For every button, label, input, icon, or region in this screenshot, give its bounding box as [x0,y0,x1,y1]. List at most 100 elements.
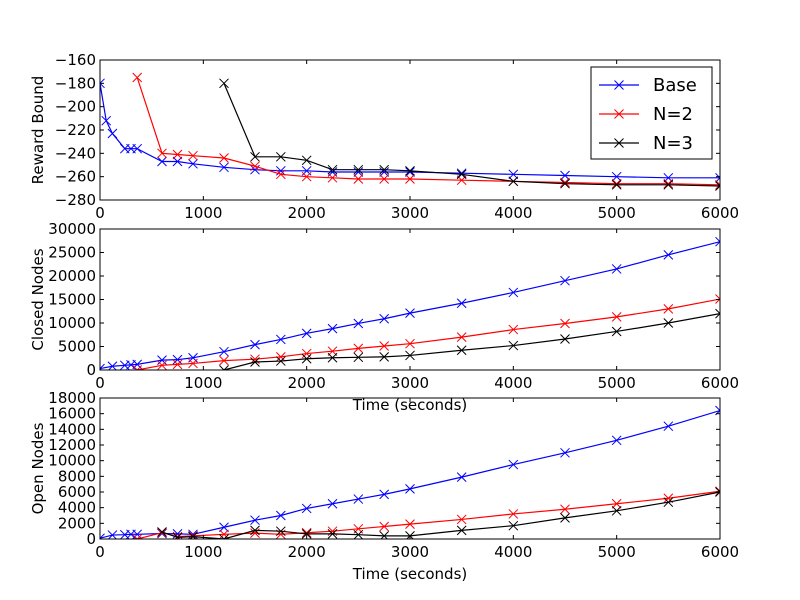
series-line [136,77,720,186]
data-point [301,328,312,339]
legend-label: Base [653,75,697,96]
data-point [663,304,674,314]
x-tick-label: 4000 [494,374,532,392]
y-tick-label: 10000 [48,452,96,470]
data-point [132,365,143,370]
data-point [327,323,338,334]
data-point [663,497,674,508]
data-point [405,308,415,318]
data-point [101,115,112,126]
data-point [157,360,167,370]
data-point [219,529,229,539]
y-tick-label: −180 [55,74,96,92]
x-tick-label: 5000 [598,374,636,392]
data-point [508,520,519,531]
data-point [456,298,467,309]
data-point [301,155,312,166]
data-point [172,149,183,160]
data-point [715,179,720,190]
legend-label: N=3 [653,133,693,154]
data-point [353,529,364,539]
y-tick-label: −200 [55,98,96,116]
data-point [560,170,570,181]
y-tick-label: 15000 [48,291,96,309]
data-point [508,340,519,351]
series-line [223,83,720,187]
data-point [663,178,674,189]
data-point [301,503,312,514]
data-point [456,332,467,342]
x-tick-label: 5000 [598,204,636,222]
data-point [107,128,118,139]
data-point [188,358,198,369]
y-tick-label: 5000 [58,338,96,356]
data-point [219,534,229,539]
x-tick-label: 1000 [184,543,222,561]
x-tick-label: 2000 [288,543,326,561]
data-point [188,158,198,169]
data-point [275,151,286,162]
data-point [560,447,570,458]
y-tick-label: 20000 [48,267,96,285]
legend-marker [614,80,624,90]
y-tick-label: 0 [86,361,96,379]
data-point [157,355,167,365]
x-tick-label: 6000 [701,374,739,392]
data-point [301,353,312,364]
x-tick-label: 0 [95,204,105,222]
data-point [456,168,467,179]
data-point [379,164,390,175]
y-tick-label: 2000 [58,514,96,532]
data-point [250,161,260,172]
data-point [275,351,286,362]
data-point [715,308,720,319]
data-point [379,521,390,532]
data-point [508,509,519,519]
series-reward-base [100,78,720,183]
data-point [508,324,519,335]
data-point [405,165,415,176]
data-point [379,351,390,362]
legend-box [590,66,713,160]
legend-marker [614,109,624,119]
data-point [353,318,364,329]
y-axis-label: Closed Nodes [29,248,47,350]
x-tick-label: 3000 [391,543,429,561]
x-tick-label: 4000 [494,543,532,561]
data-point [353,352,364,363]
data-point [405,174,415,184]
data-point [219,522,229,533]
x-tick-label: 3000 [391,204,429,222]
y-tick-label: 18000 [48,389,96,407]
data-point [301,171,312,182]
x-tick-label: 3000 [391,374,429,392]
x-tick-label: 4000 [494,204,532,222]
data-point [508,176,519,187]
y-tick-label: −280 [55,191,96,209]
series-line [137,298,720,370]
series-open-n2 [132,486,720,539]
data-point [219,355,229,366]
data-point [405,519,415,529]
x-tick-label: 0 [95,374,105,392]
data-point [560,177,570,188]
data-point [275,356,286,366]
x-tick-label: 2000 [288,204,326,222]
data-point [250,515,260,526]
data-point [508,287,519,298]
data-point [611,505,622,516]
data-point [100,78,105,89]
data-point [379,167,390,177]
x-tick-label: 1000 [184,204,222,222]
data-point [301,348,312,359]
data-point [132,534,143,539]
legend: Base N=2 N=3 [590,66,713,160]
y-tick-label: −160 [55,51,96,69]
data-point [379,341,390,351]
y-tick-label: 10000 [48,314,96,332]
data-point [353,174,364,184]
data-point [301,529,312,539]
panel-closed: 0 1000 2000 3000 4000 5000 6000 0 5000 10000 15000… [29,220,739,414]
data-point [157,527,167,538]
